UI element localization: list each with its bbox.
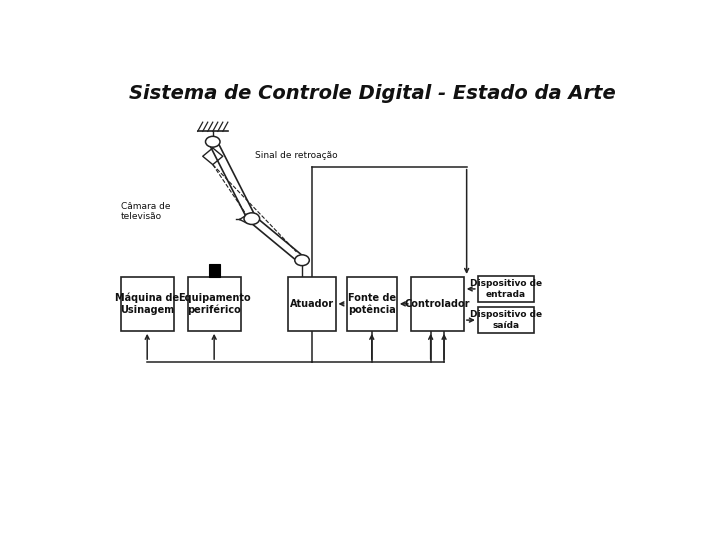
Bar bbox=[188, 277, 240, 331]
Bar bbox=[478, 307, 534, 333]
Bar bbox=[121, 277, 174, 331]
Bar bbox=[478, 276, 534, 302]
Text: Equipamento
periférico: Equipamento periférico bbox=[178, 293, 251, 315]
Text: Dispositivo de
saída: Dispositivo de saída bbox=[469, 310, 541, 330]
Text: Fonte de
potência: Fonte de potência bbox=[348, 293, 396, 315]
Bar bbox=[411, 277, 464, 331]
Circle shape bbox=[205, 136, 220, 147]
Bar bbox=[347, 277, 397, 331]
Text: Atuador: Atuador bbox=[289, 299, 334, 309]
Text: Máquina de
Usinagem: Máquina de Usinagem bbox=[115, 293, 179, 315]
Text: Câmara de
televisão: Câmara de televisão bbox=[121, 202, 170, 221]
Bar bbox=[288, 277, 336, 331]
Text: Controlador: Controlador bbox=[405, 299, 470, 309]
Circle shape bbox=[244, 213, 260, 225]
Circle shape bbox=[294, 255, 310, 266]
Bar bbox=[209, 265, 220, 277]
Text: Dispositivo de
entrada: Dispositivo de entrada bbox=[469, 279, 541, 299]
Text: Sistema de Controle Digital - Estado da Arte: Sistema de Controle Digital - Estado da … bbox=[129, 84, 616, 103]
Text: Sinal de retroação: Sinal de retroação bbox=[255, 151, 337, 160]
